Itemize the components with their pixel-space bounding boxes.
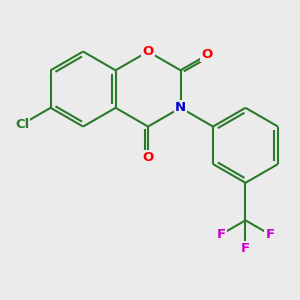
Text: F: F [265,228,274,241]
Text: O: O [142,151,154,164]
Text: O: O [142,45,154,58]
Text: F: F [241,242,250,255]
Text: N: N [175,101,186,114]
Text: Cl: Cl [15,118,29,131]
Text: F: F [217,228,226,241]
Text: O: O [202,48,213,62]
